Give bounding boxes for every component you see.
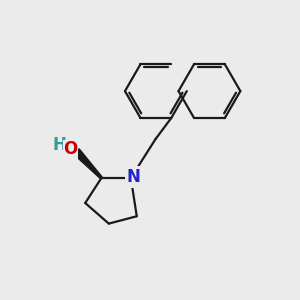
Text: O: O	[63, 140, 78, 158]
Polygon shape	[74, 149, 102, 179]
Text: N: N	[127, 168, 141, 186]
Text: H: H	[53, 136, 67, 154]
